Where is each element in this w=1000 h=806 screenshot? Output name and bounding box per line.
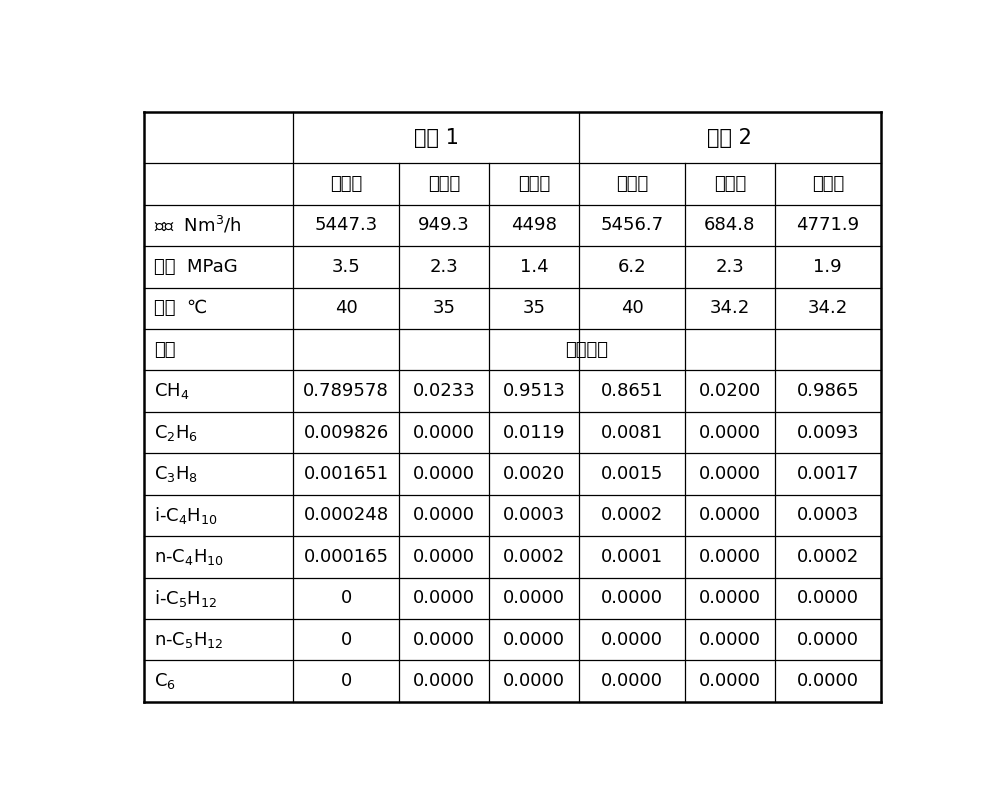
Text: 0.0000: 0.0000 bbox=[601, 672, 663, 690]
Text: 压力  MPaG: 压力 MPaG bbox=[154, 258, 238, 276]
Text: 4498: 4498 bbox=[511, 217, 557, 235]
Text: 0.0000: 0.0000 bbox=[699, 672, 761, 690]
Text: 组成: 组成 bbox=[154, 341, 176, 359]
Text: 0.0015: 0.0015 bbox=[601, 465, 663, 483]
Text: 0.0093: 0.0093 bbox=[797, 424, 859, 442]
Text: 摩尔分率: 摩尔分率 bbox=[565, 341, 608, 359]
Text: 6.2: 6.2 bbox=[618, 258, 646, 276]
Text: 0.000248: 0.000248 bbox=[303, 506, 389, 525]
Text: 0.0233: 0.0233 bbox=[413, 382, 475, 400]
Text: 0.0000: 0.0000 bbox=[413, 672, 475, 690]
Text: 34.2: 34.2 bbox=[710, 299, 750, 318]
Text: 0.0000: 0.0000 bbox=[699, 589, 761, 607]
Text: 35: 35 bbox=[523, 299, 546, 318]
Text: 4771.9: 4771.9 bbox=[796, 217, 859, 235]
Text: 产品气: 产品气 bbox=[812, 175, 844, 193]
Text: 塔顶气: 塔顶气 bbox=[714, 175, 746, 193]
Text: 原料气: 原料气 bbox=[330, 175, 362, 193]
Text: i-C$_5$H$_{12}$: i-C$_5$H$_{12}$ bbox=[154, 588, 218, 609]
Text: 0: 0 bbox=[340, 672, 352, 690]
Text: 0.0000: 0.0000 bbox=[601, 589, 663, 607]
Text: 0.0000: 0.0000 bbox=[797, 630, 859, 649]
Text: 0.0000: 0.0000 bbox=[413, 589, 475, 607]
Text: C$_6$: C$_6$ bbox=[154, 671, 176, 691]
Text: 0.0081: 0.0081 bbox=[601, 424, 663, 442]
Text: n-C$_5$H$_{12}$: n-C$_5$H$_{12}$ bbox=[154, 629, 224, 650]
Text: 0.0119: 0.0119 bbox=[503, 424, 565, 442]
Text: 0.789578: 0.789578 bbox=[303, 382, 389, 400]
Text: 0.0000: 0.0000 bbox=[413, 506, 475, 525]
Text: 0.0000: 0.0000 bbox=[601, 630, 663, 649]
Text: 3.5: 3.5 bbox=[332, 258, 360, 276]
Text: 0.0020: 0.0020 bbox=[503, 465, 565, 483]
Text: 0.0002: 0.0002 bbox=[601, 506, 663, 525]
Text: 0: 0 bbox=[340, 589, 352, 607]
Text: 0.0000: 0.0000 bbox=[699, 506, 761, 525]
Text: 1.4: 1.4 bbox=[520, 258, 548, 276]
Text: 塔顶气: 塔顶气 bbox=[428, 175, 460, 193]
Text: 0.0017: 0.0017 bbox=[797, 465, 859, 483]
Text: 2.3: 2.3 bbox=[715, 258, 744, 276]
Text: CH$_4$: CH$_4$ bbox=[154, 381, 190, 401]
Text: 5456.7: 5456.7 bbox=[600, 217, 664, 235]
Text: 40: 40 bbox=[335, 299, 357, 318]
Text: 0.0000: 0.0000 bbox=[503, 589, 565, 607]
Text: 实例 1: 实例 1 bbox=[414, 128, 459, 147]
Text: 0.0000: 0.0000 bbox=[413, 548, 475, 566]
Text: 0.0000: 0.0000 bbox=[413, 465, 475, 483]
Text: 2.3: 2.3 bbox=[430, 258, 458, 276]
Text: 0.0000: 0.0000 bbox=[699, 548, 761, 566]
Text: 原料气: 原料气 bbox=[616, 175, 648, 193]
Text: 0.0000: 0.0000 bbox=[413, 424, 475, 442]
Text: 0.0000: 0.0000 bbox=[503, 630, 565, 649]
Text: 0.0003: 0.0003 bbox=[797, 506, 859, 525]
Text: 34.2: 34.2 bbox=[808, 299, 848, 318]
Text: 实例 2: 实例 2 bbox=[707, 128, 752, 147]
Text: 温度  ℃: 温度 ℃ bbox=[154, 299, 208, 318]
Text: 产品气: 产品气 bbox=[518, 175, 550, 193]
Text: 5447.3: 5447.3 bbox=[314, 217, 378, 235]
Text: 0.0000: 0.0000 bbox=[797, 589, 859, 607]
Text: 684.8: 684.8 bbox=[704, 217, 756, 235]
Text: 0.0001: 0.0001 bbox=[601, 548, 663, 566]
Text: 0.9513: 0.9513 bbox=[503, 382, 565, 400]
Text: i-C$_4$H$_{10}$: i-C$_4$H$_{10}$ bbox=[154, 505, 218, 526]
Text: 0.0000: 0.0000 bbox=[699, 465, 761, 483]
Text: 0: 0 bbox=[340, 630, 352, 649]
Text: 0.0000: 0.0000 bbox=[699, 630, 761, 649]
Text: 0.0000: 0.0000 bbox=[413, 630, 475, 649]
Text: 0.009826: 0.009826 bbox=[303, 424, 389, 442]
Text: 0.0000: 0.0000 bbox=[503, 672, 565, 690]
Text: 0.001651: 0.001651 bbox=[303, 465, 389, 483]
Text: 0.0002: 0.0002 bbox=[503, 548, 565, 566]
Text: 0.000165: 0.000165 bbox=[304, 548, 389, 566]
Text: 35: 35 bbox=[432, 299, 455, 318]
Text: C$_3$H$_8$: C$_3$H$_8$ bbox=[154, 464, 199, 484]
Text: 0.8651: 0.8651 bbox=[601, 382, 663, 400]
Text: 0.0002: 0.0002 bbox=[797, 548, 859, 566]
Text: 0.0200: 0.0200 bbox=[699, 382, 761, 400]
Text: 流量  Nm$^3$/h: 流量 Nm$^3$/h bbox=[154, 215, 242, 236]
Text: 0.0003: 0.0003 bbox=[503, 506, 565, 525]
Text: C$_2$H$_6$: C$_2$H$_6$ bbox=[154, 422, 199, 442]
Text: 40: 40 bbox=[621, 299, 643, 318]
Text: 0.0000: 0.0000 bbox=[699, 424, 761, 442]
Text: 949.3: 949.3 bbox=[418, 217, 470, 235]
Text: n-C$_4$H$_{10}$: n-C$_4$H$_{10}$ bbox=[154, 546, 225, 567]
Text: 1.9: 1.9 bbox=[813, 258, 842, 276]
Text: 0.0000: 0.0000 bbox=[797, 672, 859, 690]
Text: 0.9865: 0.9865 bbox=[796, 382, 859, 400]
